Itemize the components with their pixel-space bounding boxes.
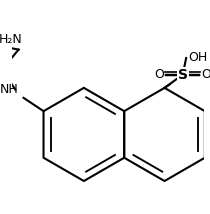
Text: O: O	[155, 68, 164, 81]
Text: S: S	[178, 68, 188, 82]
Text: O: O	[201, 68, 210, 81]
Text: NH: NH	[0, 83, 19, 96]
Text: OH: OH	[188, 51, 207, 64]
Text: H₂N: H₂N	[0, 33, 22, 46]
